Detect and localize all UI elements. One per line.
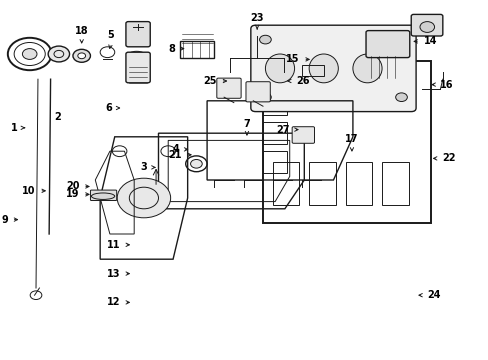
Text: 24: 24 <box>427 290 440 300</box>
Text: 5: 5 <box>107 30 114 40</box>
Ellipse shape <box>127 51 145 60</box>
Circle shape <box>22 49 37 59</box>
Text: 4: 4 <box>172 144 179 154</box>
Circle shape <box>48 46 69 62</box>
Circle shape <box>190 159 202 168</box>
Circle shape <box>395 93 407 102</box>
FancyBboxPatch shape <box>250 25 415 112</box>
Text: 11: 11 <box>107 240 121 250</box>
Circle shape <box>117 178 170 218</box>
Text: 19: 19 <box>65 189 79 199</box>
Bar <box>308 162 335 205</box>
Text: 14: 14 <box>423 36 436 46</box>
Circle shape <box>259 93 271 102</box>
Bar <box>263 122 287 144</box>
Bar <box>263 94 287 115</box>
Ellipse shape <box>265 54 294 83</box>
Text: 13: 13 <box>107 269 121 279</box>
Text: 7: 7 <box>243 118 250 129</box>
FancyBboxPatch shape <box>366 31 409 58</box>
Text: 2: 2 <box>55 112 61 122</box>
Text: 6: 6 <box>105 103 112 113</box>
Text: 21: 21 <box>167 150 181 160</box>
Bar <box>263 151 287 173</box>
FancyBboxPatch shape <box>216 78 241 98</box>
FancyBboxPatch shape <box>90 190 117 201</box>
Text: 16: 16 <box>440 80 453 90</box>
Text: 26: 26 <box>295 76 309 86</box>
Text: 17: 17 <box>345 134 358 144</box>
Text: 23: 23 <box>250 13 264 23</box>
Ellipse shape <box>308 54 338 83</box>
FancyBboxPatch shape <box>410 14 442 36</box>
Bar <box>345 162 371 205</box>
Text: 12: 12 <box>107 297 121 307</box>
FancyBboxPatch shape <box>291 127 314 143</box>
Text: 3: 3 <box>140 162 147 172</box>
Text: 1: 1 <box>11 123 18 133</box>
FancyBboxPatch shape <box>245 82 270 102</box>
Circle shape <box>395 35 407 44</box>
Text: 25: 25 <box>203 76 216 86</box>
Bar <box>272 162 299 205</box>
Ellipse shape <box>91 193 115 199</box>
Text: 27: 27 <box>276 125 289 135</box>
Ellipse shape <box>352 54 381 83</box>
Text: 10: 10 <box>22 186 36 196</box>
Circle shape <box>259 35 271 44</box>
Text: 20: 20 <box>65 181 79 192</box>
FancyBboxPatch shape <box>126 22 150 47</box>
Circle shape <box>78 53 85 59</box>
FancyBboxPatch shape <box>126 52 150 83</box>
Ellipse shape <box>130 53 142 59</box>
Text: 8: 8 <box>168 44 175 54</box>
Bar <box>381 162 408 205</box>
Text: 18: 18 <box>75 26 88 36</box>
Text: 9: 9 <box>1 215 8 225</box>
Text: 15: 15 <box>285 54 299 64</box>
Circle shape <box>73 49 90 62</box>
Text: 22: 22 <box>441 153 454 163</box>
Circle shape <box>419 22 434 32</box>
